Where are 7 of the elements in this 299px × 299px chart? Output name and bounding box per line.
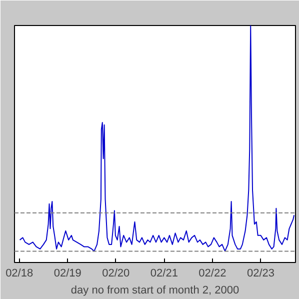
x-tick-label: 02/18 xyxy=(6,268,34,280)
x-tick-label: 02/21 xyxy=(150,268,178,280)
x-axis-title: day no from start of month 2, 2000 xyxy=(70,284,240,296)
x-tick-label: 02/23 xyxy=(246,268,274,280)
x-tick-label: 02/22 xyxy=(198,268,226,280)
x-tick-label: 02/20 xyxy=(102,268,130,280)
x-tick-label: 02/19 xyxy=(54,268,82,280)
